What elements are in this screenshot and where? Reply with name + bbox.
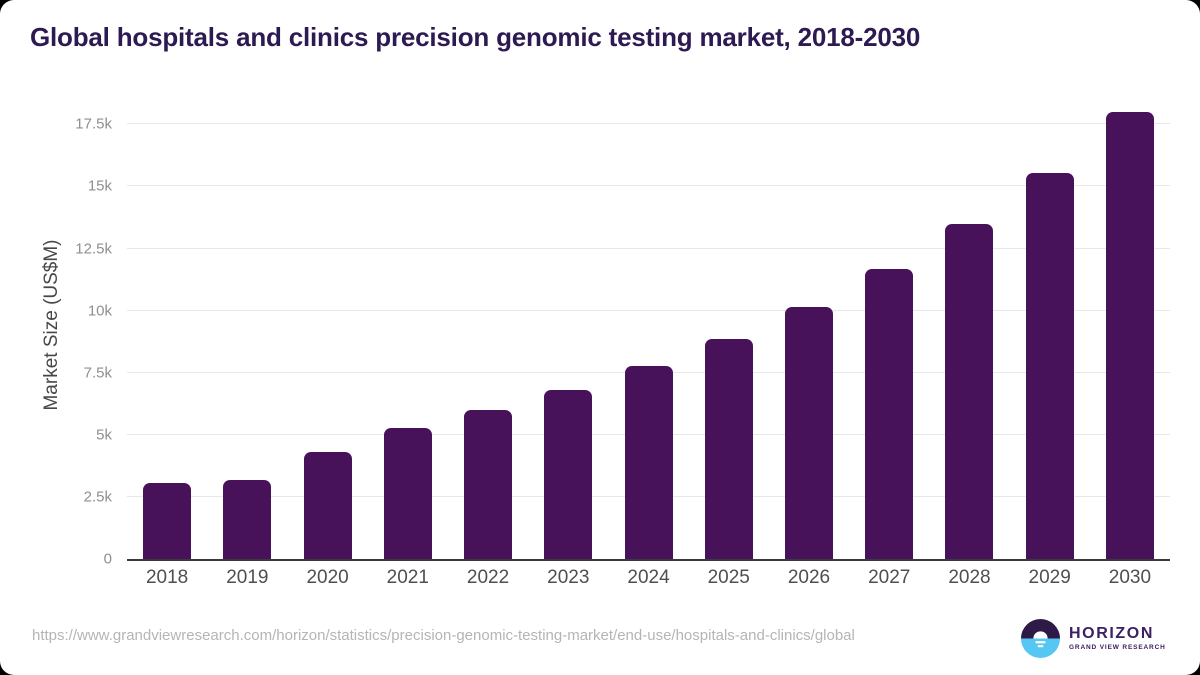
- bar-2020: [303, 452, 352, 559]
- gridline-17.5k: [127, 123, 1170, 125]
- x-tick-label-2025: 2025: [707, 567, 750, 588]
- x-tick-label-2028: 2028: [948, 567, 991, 588]
- bar-band-2030: [1090, 97, 1170, 559]
- bar-2018: [143, 483, 192, 559]
- y-tick-label-7.5k: 7.5k: [83, 364, 112, 382]
- gridline-10k: [127, 309, 1170, 311]
- logo-text: HORIZON GRAND VIEW RESEARCH: [1069, 624, 1166, 652]
- bar-2025: [704, 338, 753, 559]
- bar-2029: [1025, 173, 1074, 559]
- x-tick-label-2026: 2026: [787, 567, 831, 588]
- x-tick-label-2024: 2024: [627, 567, 670, 588]
- x-tick-label-2018: 2018: [145, 567, 189, 588]
- gridline-12.5k: [127, 247, 1170, 249]
- y-tick-label-10k: 10k: [87, 302, 112, 320]
- bar-band-2027: [849, 97, 929, 559]
- gridline-15k: [127, 185, 1170, 187]
- y-tick-label-15k: 15k: [87, 177, 112, 195]
- x-tick-label-2027: 2027: [868, 567, 911, 588]
- y-tick-label-2.5k: 2.5k: [83, 488, 112, 506]
- y-tick-label-5k: 5k: [96, 426, 112, 444]
- y-tick-label-0: 0: [103, 550, 112, 568]
- bar-2028: [945, 224, 994, 559]
- bar-band-2025: [689, 97, 769, 559]
- bar-2022: [464, 409, 513, 559]
- x-tick-label-2019: 2019: [226, 567, 269, 588]
- x-tick-label-2030: 2030: [1108, 567, 1152, 588]
- bar-band-2022: [448, 97, 528, 559]
- bar-2030: [1105, 112, 1154, 559]
- y-axis-tick-labels: 0 2.5k 5k 7.5k 10k 12.5k 15k 17.5k: [0, 97, 112, 567]
- bar-band-2026: [769, 97, 849, 559]
- x-axis-labels: 2018 2019 2020 2021 2022 2023 2024 2025 2026 2027…: [127, 567, 1170, 589]
- horizon-logo: HORIZON GRAND VIEW RESEARCH: [1021, 619, 1166, 658]
- horizon-logo-icon: [1021, 619, 1060, 658]
- bar-2026: [784, 307, 833, 559]
- y-tick-label-17.5k: 17.5k: [75, 115, 112, 133]
- bar-2027: [865, 269, 914, 559]
- bar-band-2020: [287, 97, 367, 559]
- y-tick-label-12.5k: 12.5k: [75, 240, 112, 258]
- bar-2019: [223, 479, 272, 559]
- x-tick-label-2021: 2021: [386, 567, 429, 588]
- bar-2023: [544, 390, 593, 559]
- bar-band-2018: [127, 97, 207, 559]
- bar-band-2024: [608, 97, 688, 559]
- bar-series: [127, 97, 1170, 559]
- x-tick-label-2022: 2022: [466, 567, 510, 588]
- chart-title: Global hospitals and clinics precision g…: [30, 22, 921, 52]
- x-tick-label-2023: 2023: [547, 567, 590, 588]
- bar-band-2023: [528, 97, 608, 559]
- bar-2021: [383, 428, 432, 559]
- source-url: https://www.grandviewresearch.com/horizo…: [32, 627, 855, 644]
- bar-2024: [624, 366, 673, 559]
- logo-brand: HORIZON: [1069, 624, 1154, 642]
- plot-area: [127, 97, 1170, 561]
- bar-band-2019: [207, 97, 287, 559]
- x-tick-label-2020: 2020: [306, 567, 349, 588]
- logo-subtitle: GRAND VIEW RESEARCH: [1069, 643, 1166, 651]
- bar-band-2021: [368, 97, 448, 559]
- x-tick-label-2029: 2029: [1028, 567, 1071, 588]
- bar-band-2028: [929, 97, 1009, 559]
- bar-band-2029: [1010, 97, 1090, 559]
